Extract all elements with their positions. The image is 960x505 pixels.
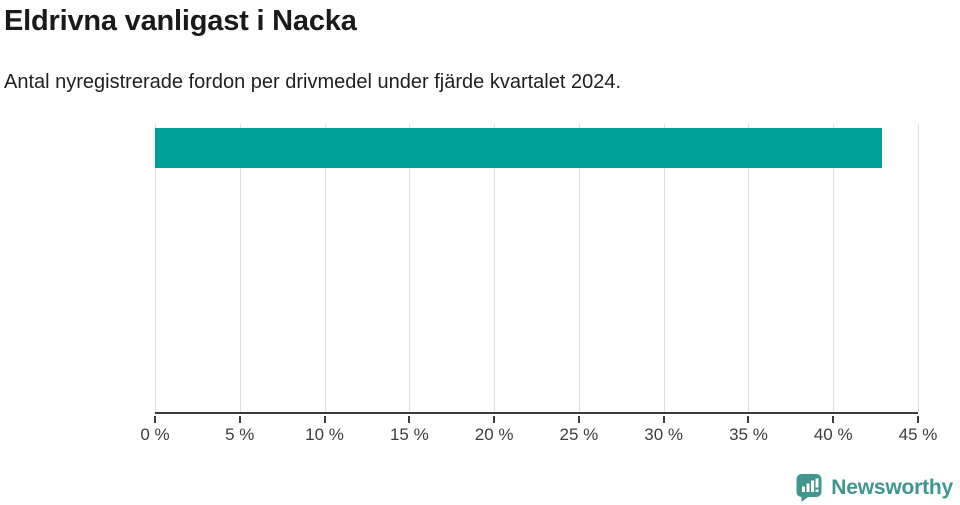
x-tick-label: 45 % — [898, 425, 938, 444]
y-axis-category-labels — [0, 126, 143, 414]
tick-mark — [493, 416, 496, 423]
gridline-10 — [324, 124, 326, 412]
tick-mark — [577, 416, 580, 423]
x-tick-label: 30 % — [644, 425, 684, 444]
gridline-5 — [239, 124, 241, 412]
tick-mark — [917, 416, 919, 423]
x-tick-label: 5 % — [225, 425, 255, 444]
gridline-20 — [494, 124, 496, 412]
x-axis: 0 % 5 % 10 % 15 % 20 % 25 % 30 % 35 % 40 % 45 % — [140, 416, 937, 456]
tick-mark — [154, 416, 156, 423]
brand-footer: Newsworthy — [795, 473, 953, 502]
tick-mark — [747, 416, 750, 423]
chart-title: Eldrivna vanligast i Nacka — [4, 5, 357, 37]
x-tick-label: 0 % — [140, 425, 170, 444]
bar-row-eldrivna — [155, 124, 918, 172]
x-tick-label: 15 % — [389, 425, 429, 444]
gridline-35 — [748, 124, 750, 412]
gridline-40 — [833, 124, 835, 412]
x-tick-label: 35 % — [729, 425, 768, 444]
tick-mark — [408, 416, 411, 423]
x-tick-label: 40 % — [813, 425, 853, 444]
gridline-30 — [663, 124, 665, 412]
brand-name: Newsworthy — [831, 475, 953, 499]
tick-mark — [662, 416, 665, 423]
tick-mark — [832, 416, 835, 423]
chart-subtitle: Antal nyregistrerade fordon per drivmede… — [4, 71, 622, 93]
newsworthy-logo-icon — [796, 474, 822, 502]
x-tick-label: 25 % — [559, 425, 599, 444]
bar-eldrivna — [155, 128, 883, 168]
tick-mark — [238, 416, 241, 423]
x-tick-label: 10 % — [305, 425, 344, 444]
plot-area — [155, 124, 919, 414]
gridline-45 — [918, 124, 919, 412]
gridline-0 — [155, 124, 156, 412]
tick-mark — [323, 416, 326, 423]
gridline-25 — [578, 124, 580, 412]
x-tick-label: 20 % — [474, 425, 514, 444]
gridline-15 — [409, 124, 411, 412]
